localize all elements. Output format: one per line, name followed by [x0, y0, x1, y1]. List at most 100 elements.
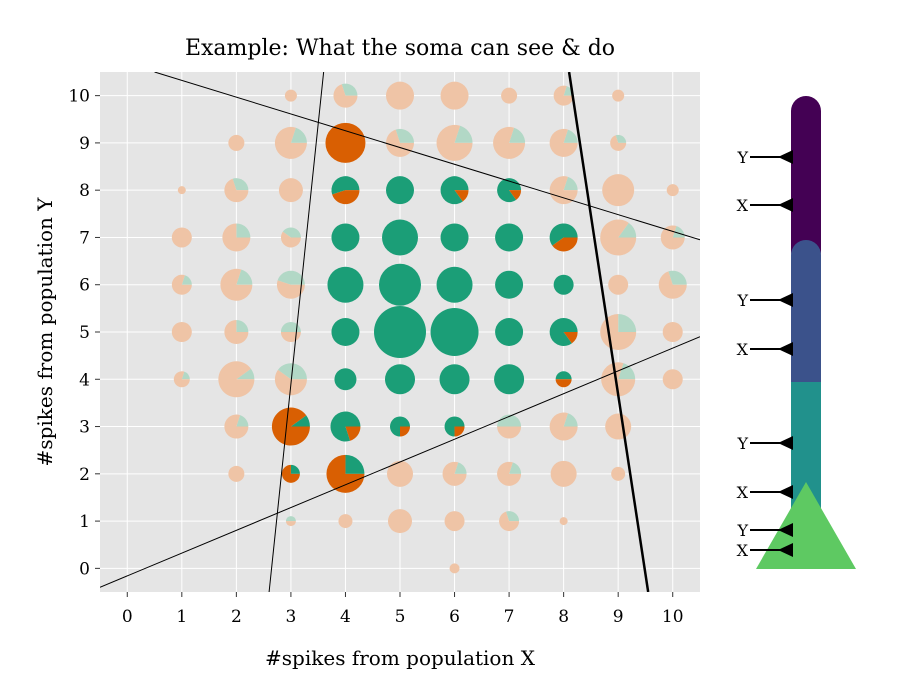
- pie-slice-orange: [660, 225, 685, 250]
- pie-slice-orange: [177, 186, 186, 195]
- data-point: [171, 274, 192, 295]
- synapse-arrow: [778, 342, 793, 356]
- data-point: [386, 176, 414, 205]
- pie-slice-orange: [497, 461, 522, 486]
- data-point: [436, 266, 473, 303]
- pie-slice-orange: [388, 509, 412, 534]
- pie-slice-green: [497, 178, 522, 203]
- data-point: [497, 414, 522, 439]
- pie-slice-green: [495, 223, 524, 252]
- pie-slice-green: [436, 266, 473, 303]
- x-axis-ticks: 0 1 2 3 4 5 6 7 8 9 10: [122, 592, 684, 627]
- boundary-line: [154, 72, 700, 241]
- data-point: [440, 81, 469, 110]
- synapse-label: Y: [736, 291, 748, 310]
- data-point: [280, 322, 301, 342]
- data-point: [439, 364, 470, 395]
- pie-slice-orange: [333, 84, 358, 108]
- pie-slice-green: [495, 318, 524, 346]
- synapse-label: X: [737, 340, 749, 359]
- x-tick-label: 2: [231, 607, 242, 627]
- pie-slice-orange: [601, 362, 636, 397]
- data-point: [382, 219, 418, 256]
- data-point: [501, 87, 518, 104]
- data-point: [224, 178, 249, 203]
- data-point: [280, 227, 301, 248]
- pie-slice-green: [454, 462, 467, 474]
- data-point: [601, 362, 636, 397]
- pie-slice-orange: [284, 89, 297, 102]
- pie-slice-orange: [549, 176, 578, 205]
- dendrite-segment-distal: [791, 96, 821, 266]
- pie-slice-orange: [228, 134, 245, 151]
- data-point: [228, 134, 245, 151]
- data-point: [559, 517, 568, 526]
- data-point: [325, 122, 366, 163]
- x-tick-label: 8: [558, 607, 569, 627]
- pie-slice-orange: [442, 461, 467, 486]
- pie-slice-orange: [550, 460, 577, 487]
- pie-slice-green: [345, 454, 365, 474]
- pie-slice-orange: [454, 190, 469, 202]
- pie-slice-green: [509, 127, 526, 143]
- pie-slice-green: [549, 223, 578, 246]
- pie-slice-orange: [386, 81, 414, 110]
- synapse-label: Y: [736, 521, 748, 540]
- pie-slice-orange: [662, 369, 683, 390]
- data-point: [550, 460, 577, 487]
- data-point: [549, 318, 578, 346]
- pie-slice-orange: [436, 124, 473, 161]
- y-tick-label: 4: [79, 370, 90, 390]
- pie-slice-green: [181, 275, 192, 285]
- pie-slice-green: [618, 222, 637, 238]
- data-point: [612, 89, 625, 102]
- data-point: [278, 178, 303, 203]
- pie-slice-orange: [549, 412, 578, 441]
- data-point: [608, 274, 629, 295]
- data-point: [600, 219, 637, 256]
- data-point: [662, 369, 683, 390]
- data-point: [333, 83, 358, 108]
- pie-slice-orange: [325, 122, 366, 163]
- pie-slice-orange: [612, 89, 625, 102]
- pie-slice-orange: [171, 227, 192, 248]
- pie-slice-orange: [493, 126, 526, 159]
- pie-slice-green: [563, 176, 578, 191]
- x-tick-label: 4: [340, 607, 351, 627]
- pie-slice-green: [618, 314, 637, 332]
- x-tick-label: 10: [662, 607, 684, 627]
- y-tick-label: 8: [79, 181, 90, 201]
- data-point: [497, 461, 522, 486]
- data-point: [388, 509, 412, 534]
- data-point: [281, 464, 300, 483]
- pie-slice-green: [495, 270, 524, 299]
- x-tick-label: 3: [285, 607, 296, 627]
- pie-slice-orange: [610, 135, 627, 151]
- data-point: [549, 176, 578, 205]
- x-tick-label: 7: [504, 607, 515, 627]
- pie-slice-green: [232, 178, 249, 191]
- pie-slice-green: [236, 320, 249, 332]
- pie-slice-orange: [338, 514, 353, 529]
- pie-slice-green: [555, 371, 572, 380]
- pie-slice-orange: [171, 274, 192, 295]
- pie-slice-green: [374, 306, 426, 358]
- pie-slice-orange: [276, 280, 305, 299]
- pie-slice-green: [331, 318, 360, 346]
- pie-slice-green: [668, 270, 687, 285]
- pie-slice-green: [439, 364, 470, 395]
- pie-slice-green: [290, 127, 307, 143]
- data-point: [224, 414, 249, 439]
- data-point: [177, 186, 186, 195]
- data-point: [338, 514, 353, 529]
- data-point: [658, 270, 687, 299]
- pie-slice-green: [334, 368, 357, 391]
- pie-slice-orange: [611, 466, 626, 481]
- pie-slice-orange: [605, 413, 632, 440]
- pie-slice-green: [330, 411, 361, 442]
- data-point: [610, 134, 627, 151]
- pie-slice-orange: [228, 465, 245, 482]
- pie-slice-green: [331, 223, 360, 252]
- pie-slice-orange: [400, 426, 410, 437]
- data-point: [495, 223, 524, 252]
